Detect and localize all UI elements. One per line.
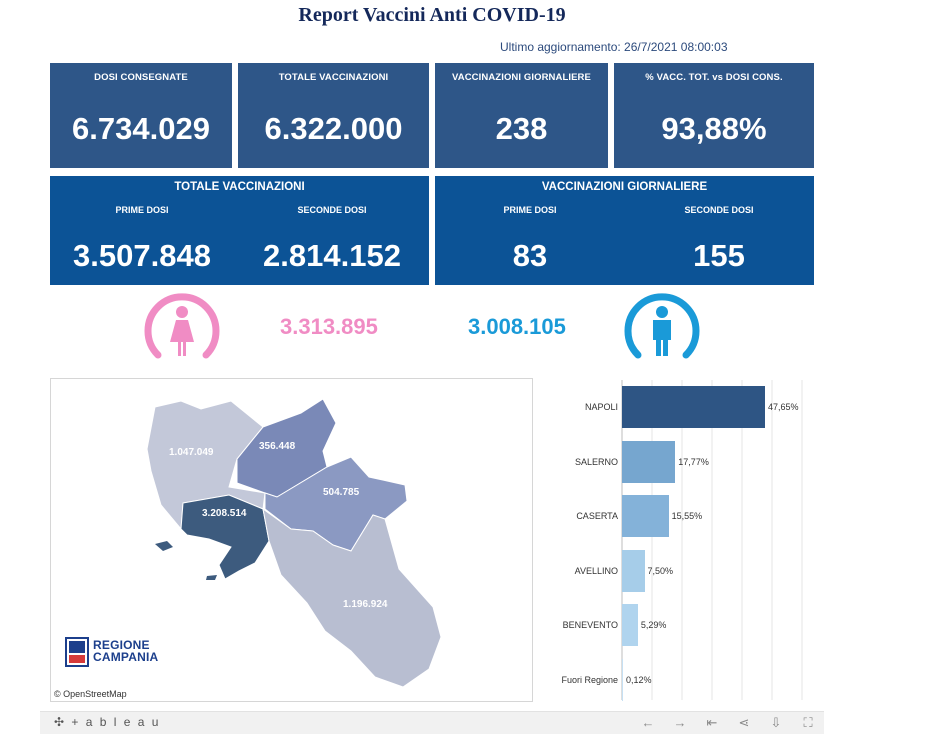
bar-row[interactable]: AVELLINO 7,50%	[540, 549, 830, 592]
bar-value-label: 7,50%	[647, 565, 674, 576]
bar-value-label: 15,55%	[671, 511, 703, 521]
logo-line2: CAMPANIA	[93, 650, 159, 664]
last-update: Ultimo aggiornamento: 26/7/2021 08:00:03	[500, 40, 728, 54]
island-capri	[206, 575, 217, 580]
bar-category-label: NAPOLI	[584, 402, 618, 412]
download-icon[interactable]: ⇩	[770, 715, 782, 730]
island-ischia	[155, 541, 173, 551]
chart-grid	[621, 380, 803, 700]
bar-category-label: CASERTA	[576, 511, 618, 521]
prime-dosi-value: 83	[512, 238, 548, 273]
province-salerno	[262, 507, 442, 688]
fullscreen-icon[interactable]: ⛶	[803, 715, 813, 730]
province-bar-chart: NAPOLI 47,65% SALERNO 17,77% CASERTA 15,55% AV…	[540, 378, 830, 702]
bar[interactable]	[622, 604, 638, 646]
prime-dosi-value: 3.507.848	[73, 238, 211, 273]
bar[interactable]	[622, 658, 623, 701]
female-vaccinations: 3.313.895	[280, 314, 378, 339]
campania-map[interactable]: 1.047.049 356.448 504.785 3.208.514 1.19…	[50, 378, 533, 702]
bar-row[interactable]: BENEVENTO 5,29%	[540, 604, 830, 646]
bar[interactable]	[622, 549, 645, 592]
kpi-value: 6.322.000	[264, 111, 403, 146]
tableau-mark-icon: ✣	[54, 715, 67, 729]
bar[interactable]	[622, 440, 676, 483]
map-attribution[interactable]: © OpenStreetMap	[54, 689, 127, 699]
share-icon[interactable]: ⋖	[738, 715, 750, 730]
tableau-logo[interactable]: ✣ + a b l e a u	[54, 715, 160, 729]
female-person-icon	[144, 293, 220, 359]
kpi-label: DOSI CONSEGNATE	[94, 72, 188, 83]
seconde-dosi-label: SECONDE DOSI	[684, 205, 754, 215]
province-caserta	[146, 400, 266, 531]
prime-dosi-label: PRIME DOSI	[115, 205, 169, 215]
kpi-totale-vaccinazioni: TOTALE VACCINAZIONI 6.322.000	[238, 63, 429, 168]
bar-row[interactable]: CASERTA 15,55%	[540, 495, 830, 537]
logo-line1: REGIONE	[93, 638, 150, 652]
province-label: 356.448	[259, 441, 296, 452]
kpi-label: VACCINAZIONI GIORNALIERE	[452, 72, 591, 83]
kpi-percentuale: % VACC. TOT. vs DOSI CONS. 93,88%	[614, 63, 814, 168]
undo-icon[interactable]: ←	[641, 715, 655, 730]
tableau-brand: + a b l e a u	[71, 715, 161, 729]
bar[interactable]	[622, 386, 765, 428]
tableau-toolbar: ✣ + a b l e a u ← → ⇤ ⋖ ⇩ ⛶	[40, 711, 824, 734]
bar-value-label: 47,65%	[767, 402, 799, 412]
bar-row[interactable]: SALERNO 17,77%	[540, 440, 830, 483]
kpi-value: 238	[495, 111, 548, 146]
kpi-dosi-consegnate: DOSI CONSEGNATE 6.734.029	[50, 63, 232, 168]
kpi-value: 6.734.029	[72, 111, 210, 146]
panel-title: VACCINAZIONI GIORNALIERE	[541, 181, 708, 193]
province-label: 1.196.924	[343, 599, 388, 610]
province-label: 1.047.049	[169, 447, 214, 458]
regione-campania-logo: REGIONE CAMPANIA	[65, 637, 175, 671]
revert-icon[interactable]: ⇤	[706, 715, 718, 730]
kpi-vaccinazioni-giornaliere: VACCINAZIONI GIORNALIERE 238	[435, 63, 608, 168]
seconde-dosi-label: SECONDE DOSI	[297, 205, 367, 215]
bar-category-label: BENEVENTO	[562, 620, 618, 630]
bar-category-label: AVELLINO	[574, 565, 618, 576]
kpi-value: 93,88%	[661, 111, 767, 146]
redo-icon[interactable]: →	[673, 715, 687, 730]
province-label: 3.208.514	[202, 508, 247, 519]
bar-row[interactable]: NAPOLI 47,65%	[540, 386, 830, 428]
bar-row[interactable]: Fuori Regione 0,12%	[540, 658, 830, 701]
bar-value-label: 5,29%	[640, 620, 667, 630]
bar-category-label: Fuori Regione	[561, 674, 618, 685]
seconde-dosi-value: 2.814.152	[263, 238, 401, 273]
province-label: 504.785	[323, 487, 360, 498]
panel-title: TOTALE VACCINAZIONI	[174, 181, 305, 193]
report-title: Report Vaccini Anti COVID-19	[298, 4, 566, 26]
bar-value-label: 17,77%	[678, 456, 709, 467]
prime-dosi-label: PRIME DOSI	[503, 205, 557, 215]
bar[interactable]	[622, 495, 669, 537]
seconde-dosi-value: 155	[693, 238, 745, 273]
kpi-label: TOTALE VACCINAZIONI	[278, 72, 389, 83]
male-vaccinations: 3.008.105	[468, 314, 566, 339]
totale-vaccinazioni-panel: TOTALE VACCINAZIONI PRIME DOSI SECONDE D…	[50, 176, 429, 285]
kpi-label: % VACC. TOT. vs DOSI CONS.	[645, 72, 783, 83]
bar-category-label: SALERNO	[574, 456, 618, 467]
bar-value-label: 0,12%	[626, 674, 652, 685]
male-person-icon	[624, 293, 700, 359]
vaccinazioni-giornaliere-panel: VACCINAZIONI GIORNALIERE PRIME DOSI SECO…	[435, 176, 814, 285]
